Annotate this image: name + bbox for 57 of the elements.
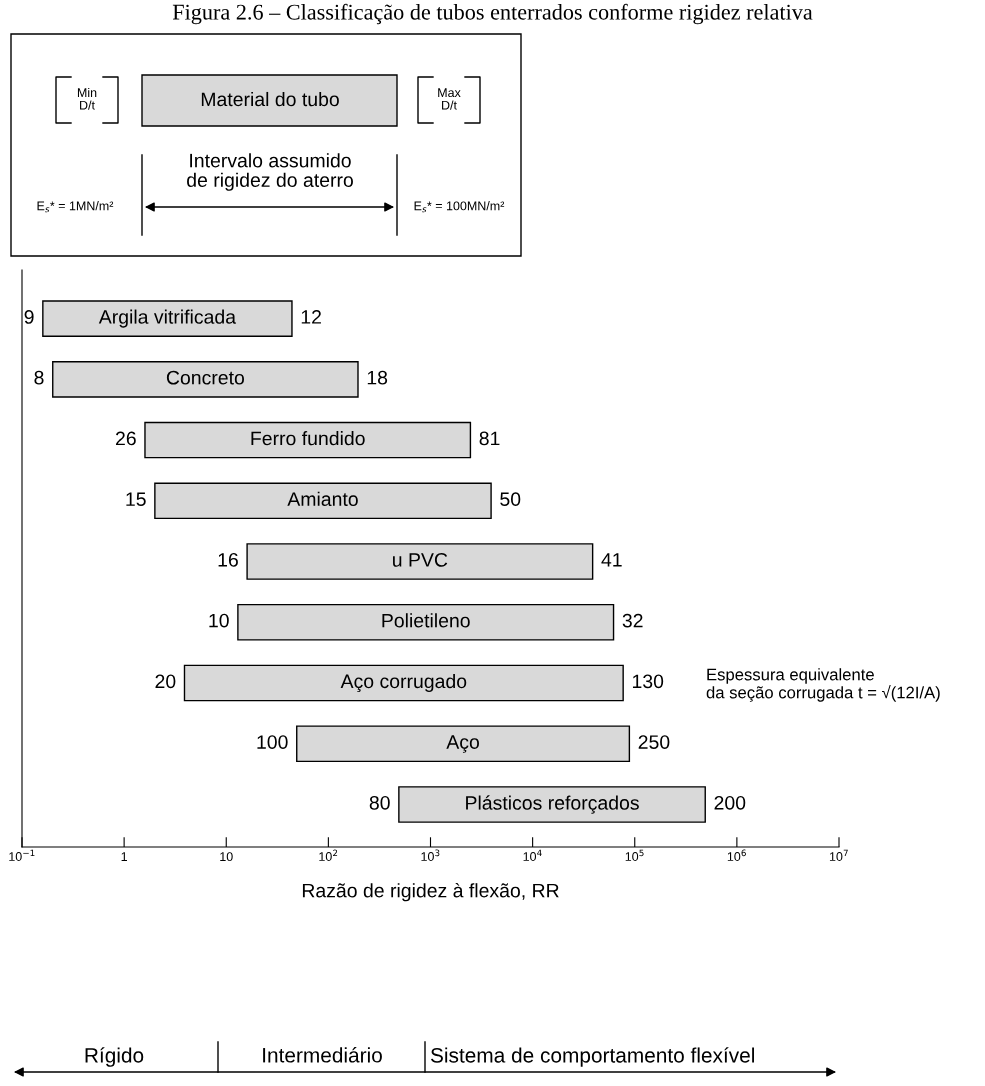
bar <box>296 725 631 763</box>
y-tick-label: Amianto <box>287 491 358 507</box>
annotation: 250 <box>638 735 670 749</box>
text: Material do tubo <box>201 91 339 107</box>
x-tick-label: 10$^{−1}$ <box>9 849 35 861</box>
annotation: 15 <box>126 492 146 507</box>
bar <box>144 421 472 459</box>
y-tick-label: Aço <box>446 735 479 753</box>
text: Intermediário <box>263 1047 382 1063</box>
y-tick-label: u PVC <box>393 552 448 567</box>
bar <box>246 543 594 580</box>
text: E$_{s}$* = 1MN/m² <box>37 201 114 213</box>
annotation: 81 <box>479 431 500 446</box>
x-tick-label: 10$^{5}$ <box>625 849 644 861</box>
y-tick-label: Plásticos reforçados <box>466 795 639 814</box>
bar <box>183 664 624 702</box>
x-axis-title: Razão de rigidez à flexão, RR <box>302 882 559 902</box>
text: E$_{s}$* = 100MN/m² <box>414 201 505 213</box>
chart-title: Figura 2.6 – Classificação de tubos enterrados conforme rigidez relativa <box>172 3 813 25</box>
x-tick-label: 10$^{4}$ <box>523 849 542 861</box>
annotation: 80 <box>369 795 390 810</box>
bar <box>237 603 615 641</box>
x-tick-label: 10 <box>220 852 233 862</box>
y-tick-label: Argila vitrificada <box>98 309 237 328</box>
y-tick-label: Aço corrugado <box>340 673 467 693</box>
text: Max D/t <box>438 88 461 110</box>
text: Intervalo assumido de rigidez do aterro <box>187 153 353 191</box>
x-tick-label: 1 <box>121 852 127 861</box>
annotation: 18 <box>367 370 388 385</box>
x-tick-label: 10$^{3}$ <box>421 849 440 861</box>
annotation: 10 <box>209 613 229 628</box>
annotation: 130 <box>632 674 664 689</box>
annotation: 8 <box>34 370 44 385</box>
annotation: 12 <box>301 310 321 324</box>
x-tick-label: 10$^{6}$ <box>727 849 746 861</box>
x-tick-label: 10$^{7}$ <box>829 849 848 861</box>
annotation: 200 <box>714 795 746 810</box>
y-tick-label: Ferro fundido <box>251 431 365 446</box>
bar <box>52 361 359 398</box>
annotation: 50 <box>500 492 521 507</box>
bar <box>398 786 706 823</box>
y-tick-label: Concreto <box>166 370 245 385</box>
annotation: 41 <box>601 553 622 567</box>
y-tick-label: Polietileno <box>382 613 470 628</box>
annotation: 26 <box>115 431 136 446</box>
x-tick-label: 10$^{2}$ <box>319 849 338 861</box>
annotation: 32 <box>622 613 643 628</box>
bar <box>154 482 492 520</box>
annotation: 9 <box>24 310 34 324</box>
annotation: 16 <box>218 552 238 567</box>
bar <box>42 300 293 337</box>
text: Sistema de comportamento flexível <box>430 1047 754 1067</box>
text: Min D/t <box>77 87 97 110</box>
annotation: 100 <box>257 735 288 749</box>
text: Rígido <box>85 1047 144 1067</box>
annotation: Espessura equivalente da seção corrugada t = √(12I/A) <box>706 668 940 702</box>
annotation: 20 <box>155 674 176 689</box>
